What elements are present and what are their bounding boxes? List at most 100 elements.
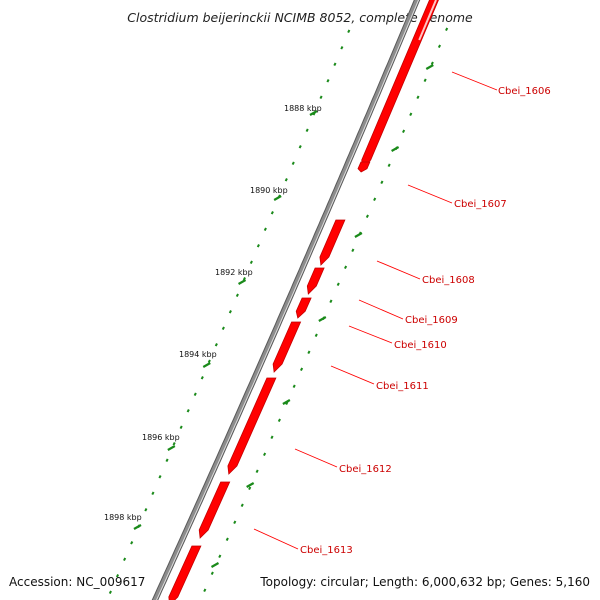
outer-tick-dot: [336, 282, 340, 287]
inner-tick-dot: [123, 557, 127, 562]
gene-feature: [295, 297, 312, 319]
inner-major-tick: [238, 279, 247, 285]
kbp-label: 1890 kbp: [250, 186, 288, 195]
gene-leader-line: [407, 184, 453, 204]
inner-tick-dot: [298, 145, 302, 149]
outer-tick-dot: [255, 469, 259, 474]
outer-tick-dot: [277, 418, 281, 423]
outer-tick-dot: [314, 333, 318, 338]
gene-leader-line: [451, 71, 498, 91]
inner-major-tick: [309, 110, 318, 116]
inner-tick-dot: [165, 458, 169, 463]
inner-tick-dot: [214, 343, 218, 347]
backbone-highlight: [155, 0, 420, 600]
outer-major-tick: [391, 146, 400, 152]
gene-feature: [168, 545, 202, 600]
outer-tick-dot: [240, 503, 244, 508]
outer-tick-dot: [380, 180, 384, 185]
inner-tick-dot: [263, 227, 267, 232]
inner-tick-dot: [172, 442, 176, 446]
inner-tick-dot: [108, 590, 112, 595]
inner-tick-dot: [326, 79, 330, 83]
inner-tick-dot: [340, 46, 344, 50]
gene-feature: [227, 377, 277, 475]
inner-major-tick: [133, 524, 142, 530]
inner-tick-dot: [228, 310, 232, 314]
kbp-label: 1892 kbp: [215, 268, 253, 277]
inner-tick-dot: [270, 211, 274, 215]
map-title: Clostridium beijerinckii NCIMB 8052, com…: [127, 10, 473, 25]
inner-tick-dot: [130, 541, 134, 545]
outer-tick-dot: [430, 61, 434, 66]
inner-tick-dot: [115, 574, 120, 578]
outer-tick-dot: [409, 112, 413, 117]
inner-major-tick: [273, 195, 282, 201]
outer-tick-dot: [437, 44, 442, 49]
gene-labels: Cbei_1606 Cbei_1607 Cbei_1608 Cbei_1609 Cbei…: [253, 71, 551, 556]
inner-tick-dot: [333, 62, 337, 67]
outer-tick-dot: [203, 588, 207, 593]
outer-major-tick: [425, 64, 434, 70]
gene-label: Cbei_1606: [498, 86, 551, 97]
inner-tick-dot: [256, 244, 260, 248]
genome-summary: Topology: circular; Length: 6,000,632 bp…: [259, 575, 590, 589]
gene-leader-line: [348, 325, 393, 344]
gene-highlight: [418, 0, 437, 41]
outer-tick-dot: [329, 299, 333, 304]
inner-tick-dots: [108, 29, 351, 595]
kbp-tick-labels: 1888 kbp 1890 kbp 1892 kbp 1894 kbp 1896 kbp…: [104, 104, 322, 522]
outer-major-tick: [282, 399, 291, 405]
gene-label: Cbei_1612: [339, 464, 392, 475]
outer-tick-dot: [307, 350, 311, 355]
inner-major-tick: [167, 445, 176, 451]
outer-tick-dot: [373, 197, 377, 202]
outer-tick-dot: [344, 265, 348, 270]
inner-tick-dot: [207, 359, 211, 364]
inner-tick-dot: [235, 293, 239, 298]
gene-feature: [198, 481, 231, 539]
inner-tick-dot: [144, 508, 148, 512]
outer-tick-dot: [263, 452, 267, 457]
inner-tick-dot: [319, 95, 323, 100]
gene-leader-line: [294, 448, 338, 468]
outer-major-tick: [210, 562, 220, 568]
gene-feature: [361, 0, 439, 169]
gene-feature: [319, 219, 346, 266]
gene-label: Cbei_1611: [376, 381, 429, 392]
inner-tick-dot: [284, 178, 288, 182]
outer-tick-dot: [416, 95, 420, 100]
inner-tick-dot: [158, 475, 162, 479]
backbone-line: [152, 0, 420, 600]
gene-leader-line: [358, 299, 404, 320]
gene-features: [168, 0, 439, 600]
gene-label: Cbei_1607: [454, 199, 507, 210]
inner-tick-dot: [186, 409, 190, 413]
outer-tick-dot: [300, 367, 304, 372]
inner-tick-dot: [347, 29, 351, 34]
outer-major-tick: [354, 232, 363, 238]
gene-label: Cbei_1610: [394, 340, 447, 351]
inner-tick-dot: [179, 425, 183, 430]
accession-label: Accession: NC_009617: [9, 575, 145, 589]
genome-backbone: [151, 0, 421, 600]
inner-tick-dot: [200, 376, 204, 380]
gene-label: Cbei_1609: [405, 315, 458, 326]
inner-tick-dot: [249, 260, 253, 265]
outer-tick-dot: [445, 27, 449, 32]
outer-tick-dot: [423, 78, 427, 83]
gene-leader-line: [330, 365, 375, 385]
gene-leader-line: [253, 528, 299, 550]
outer-tick-dot: [292, 384, 296, 389]
gene-label: Cbei_1613: [300, 545, 353, 556]
gene-feature: [306, 267, 325, 295]
outer-tick-dot: [351, 248, 355, 253]
outer-tick-dot: [248, 486, 252, 491]
gene-feature: [357, 161, 371, 173]
inner-major-tick: [202, 362, 211, 368]
outer-tick-dots: [203, 27, 449, 593]
inner-tick-dot: [221, 326, 225, 331]
inner-tick-dot: [193, 392, 197, 397]
outer-tick-dot: [402, 129, 406, 134]
inner-tick-dot: [291, 161, 295, 166]
